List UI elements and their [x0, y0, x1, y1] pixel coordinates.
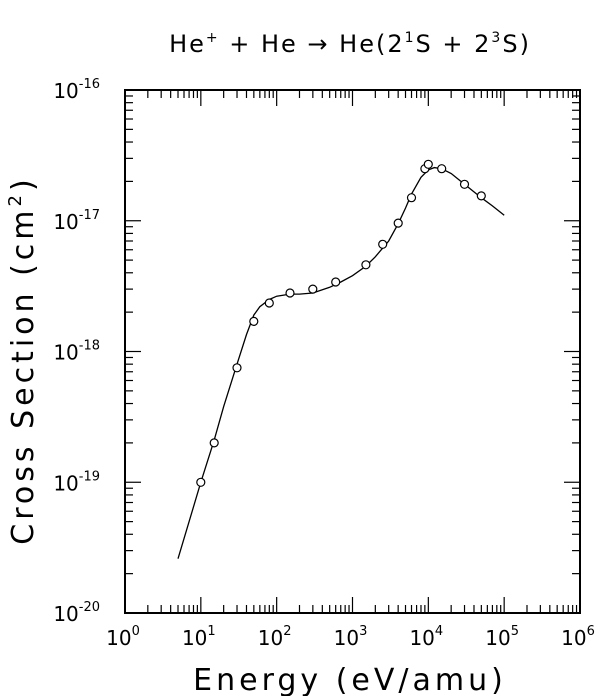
fit-curve — [177, 166, 505, 559]
data-point — [476, 191, 486, 201]
data-point — [361, 260, 371, 270]
data-point — [232, 363, 242, 373]
x-tick-label: 105 — [485, 624, 519, 650]
x-tick-label: 102 — [258, 624, 292, 650]
data-point — [423, 159, 433, 169]
data-point — [249, 316, 259, 326]
x-tick-label: 100 — [106, 624, 140, 650]
x-tick-base: 10 — [561, 626, 586, 650]
y-tick-label: 10-17 — [53, 208, 100, 234]
title-part-a: He — [169, 30, 206, 58]
x-tick-exp: 5 — [511, 624, 519, 639]
title-sup-c: 3 — [491, 30, 502, 46]
title-part-d: S) — [502, 30, 531, 58]
chart-title: He+ + He → He(21S + 23S) — [169, 30, 531, 58]
y-tick-label: 10-16 — [53, 77, 100, 103]
data-point — [264, 298, 274, 308]
x-tick-base: 10 — [106, 626, 131, 650]
data-point — [459, 179, 470, 189]
data-point — [196, 477, 206, 487]
x-tick-base: 10 — [258, 626, 283, 650]
y-label-sup: 2 — [5, 191, 26, 206]
data-point — [406, 193, 417, 203]
x-tick-label: 106 — [561, 624, 595, 650]
plot-frame — [124, 89, 581, 614]
y-tick-exp: -17 — [79, 208, 100, 223]
x-tick-exp: 2 — [283, 624, 291, 639]
y-tick-exp: -16 — [79, 77, 100, 92]
y-tick-label: 10-18 — [53, 339, 100, 365]
data-point — [393, 218, 403, 228]
x-tick-label: 104 — [409, 624, 443, 650]
x-tick-label: 103 — [334, 624, 368, 650]
x-tick-base: 10 — [182, 626, 207, 650]
y-axis-label: Cross Section (cm2) — [5, 175, 41, 544]
y-tick-base: 10 — [53, 341, 78, 365]
data-points — [196, 159, 486, 487]
y-tick-exp: -20 — [79, 600, 100, 615]
title-sup-a: + — [206, 30, 220, 46]
data-point — [331, 277, 341, 287]
x-tick-exp: 3 — [359, 624, 367, 639]
title-sup-b: 1 — [405, 30, 416, 46]
x-axis-label: Energy (eV/amu) — [193, 663, 507, 696]
y-tick-exp: -18 — [79, 339, 100, 354]
y-tick-base: 10 — [53, 210, 78, 234]
x-tick-base: 10 — [409, 626, 434, 650]
y-tick-base: 10 — [53, 471, 78, 495]
y-tick-base: 10 — [53, 79, 78, 103]
x-tick-exp: 4 — [435, 624, 443, 639]
x-tick-exp: 1 — [207, 624, 215, 639]
y-tick-label: 10-20 — [53, 600, 100, 626]
y-label-main: Cross Section (cm — [6, 206, 41, 544]
y-tick-exp: -19 — [79, 469, 100, 484]
data-point — [209, 438, 219, 448]
x-tick-base: 10 — [334, 626, 359, 650]
y-tick-label: 10-19 — [53, 469, 100, 495]
y-label-end: ) — [6, 175, 41, 191]
data-point — [308, 284, 318, 294]
title-part-c: S + 2 — [416, 30, 492, 58]
title-part-b: + He → He(2 — [220, 30, 405, 58]
axis-ticks — [124, 90, 580, 614]
data-point — [378, 239, 388, 249]
x-tick-base: 10 — [485, 626, 510, 650]
y-tick-base: 10 — [53, 602, 78, 626]
data-point — [285, 288, 295, 298]
x-tick-exp: 6 — [587, 624, 595, 639]
x-tick-labels: 100 101 102 103 104 105 106 — [106, 624, 595, 650]
data-point — [437, 164, 447, 174]
x-tick-exp: 0 — [132, 624, 140, 639]
x-tick-label: 101 — [182, 624, 216, 650]
